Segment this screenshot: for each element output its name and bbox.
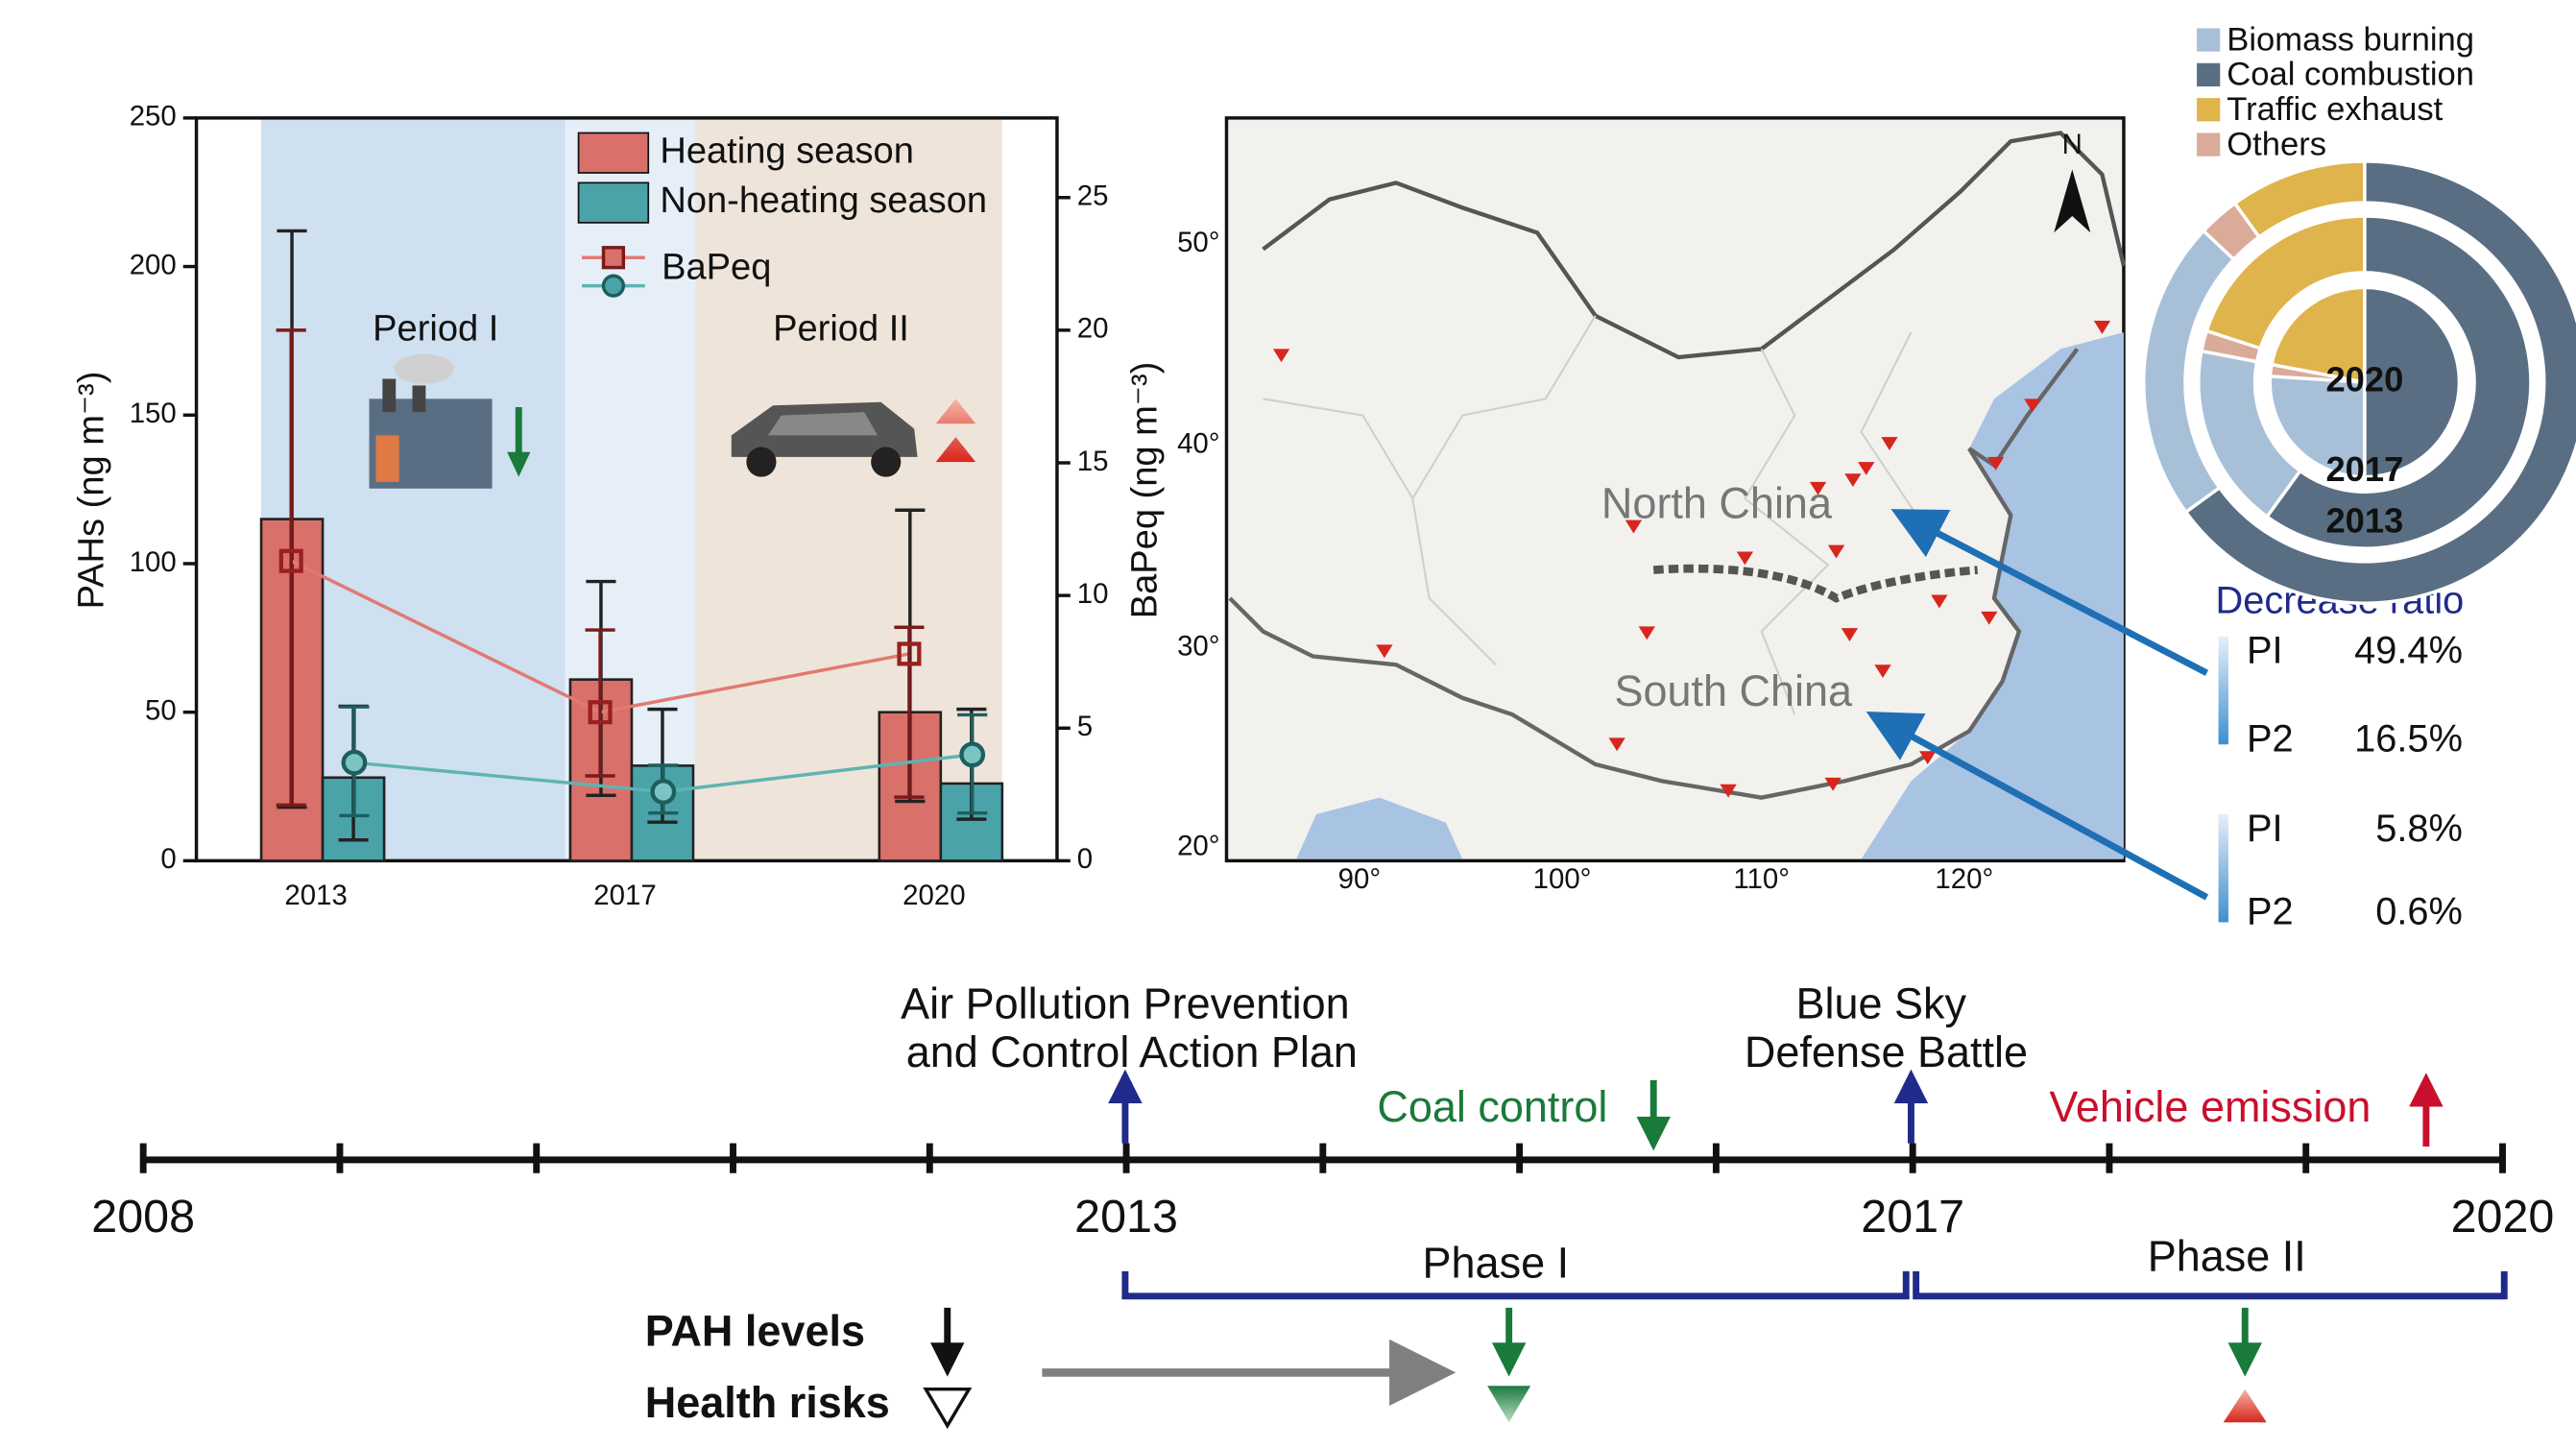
timeline-arrows xyxy=(923,1069,2508,1430)
event-label: Air Pollution Prevention xyxy=(901,979,1350,1028)
x-tick-label: 2017 xyxy=(593,880,656,911)
ratio-phase: P2 xyxy=(2247,890,2294,932)
ratio-arrow xyxy=(2218,636,2228,745)
marker xyxy=(341,749,368,776)
ratio-phase: PI xyxy=(2247,808,2283,850)
map-x-tick: 100° xyxy=(1533,863,1592,895)
timeline-year: 2008 xyxy=(91,1191,195,1243)
y-tick-label: 150 xyxy=(130,398,177,429)
legend-label: Non-heating season xyxy=(660,181,987,221)
y-tick-label: 100 xyxy=(130,546,177,578)
factory-icon xyxy=(369,353,493,489)
donut-segment xyxy=(2204,214,2367,350)
period-label: Period II xyxy=(773,308,909,349)
pointer-arrow xyxy=(1890,509,2209,676)
map-x-tick: 90° xyxy=(1338,863,1381,895)
region-label: South China xyxy=(1614,666,1853,715)
legend-marker xyxy=(601,274,626,298)
map-y-tick: 50° xyxy=(1177,227,1219,258)
y2-tick-label: 15 xyxy=(1077,446,1109,477)
legend-swatch xyxy=(577,181,650,224)
legend-marker xyxy=(601,246,626,270)
donut-segment xyxy=(2268,374,2367,479)
map-x-tick: 110° xyxy=(1733,863,1790,895)
legend-text: Health risks xyxy=(645,1378,890,1427)
map-y-tick: 30° xyxy=(1177,631,1219,663)
legend-label: Others xyxy=(2227,126,2326,162)
map-x-tick: 120° xyxy=(1935,863,1993,895)
ratio-arrow xyxy=(2218,813,2228,923)
ratio-value: 49.4% xyxy=(2354,630,2463,672)
legend-label: Heating season xyxy=(660,131,914,171)
donut-segment xyxy=(2232,159,2367,240)
y2-tick-label: 10 xyxy=(1077,578,1109,610)
timeline-year: 2013 xyxy=(1074,1191,1178,1243)
legend-label: Biomass burning xyxy=(2227,21,2474,58)
ratio-value: 0.6% xyxy=(2375,890,2463,932)
legend-text: PAH levels xyxy=(645,1306,865,1355)
marker xyxy=(278,548,303,573)
legend-label: BaPeq xyxy=(662,247,771,287)
timeline-year: 2020 xyxy=(2451,1191,2555,1243)
y-tick-label: 200 xyxy=(130,249,177,280)
x-tick-label: 2013 xyxy=(284,880,347,911)
north-label: N xyxy=(2062,129,2082,160)
map-y-tick: 40° xyxy=(1177,428,1219,460)
y-tick-label: 0 xyxy=(160,843,176,875)
up-triangles xyxy=(935,398,976,463)
legend-swatch xyxy=(2197,28,2221,52)
vehicle-label: Vehicle emission xyxy=(2049,1082,2371,1131)
phase-label: Phase II xyxy=(2148,1232,2306,1281)
ratio-phase: PI xyxy=(2247,630,2283,672)
legend-label: Traffic exhaust xyxy=(2227,91,2443,128)
y2-tick-label: 5 xyxy=(1077,711,1093,742)
legend-swatch xyxy=(2197,98,2221,122)
donut-segment xyxy=(2363,285,2462,479)
down-arrow xyxy=(507,451,531,477)
legend-swatch xyxy=(2197,62,2221,86)
legend-label: Coal combustion xyxy=(2227,57,2474,93)
car-icon xyxy=(731,401,918,477)
ratio-value: 5.8% xyxy=(2375,808,2463,850)
ratio-phase: P2 xyxy=(2247,717,2294,760)
donut-segment xyxy=(2264,214,2533,550)
y-tick-label: 250 xyxy=(130,101,177,133)
y2-tick-label: 0 xyxy=(1077,843,1093,875)
period-label: Period I xyxy=(373,308,498,349)
y2-tick-label: 20 xyxy=(1077,313,1109,345)
donut-segment xyxy=(2269,285,2367,385)
map-y-tick: 20° xyxy=(1177,830,1219,861)
ring-label: 2020 xyxy=(2325,360,2403,399)
y-label: PAHs (ng m⁻³) xyxy=(71,372,111,610)
ratio-value: 16.5% xyxy=(2354,717,2463,760)
legend-swatch xyxy=(577,132,650,174)
marker xyxy=(897,641,922,666)
period-bg xyxy=(694,117,1002,861)
y2-tick-label: 25 xyxy=(1077,181,1109,212)
event-label: and Control Action Plan xyxy=(906,1027,1358,1076)
donut-segment xyxy=(2183,159,2576,605)
event-label: Blue Sky xyxy=(1796,979,1967,1028)
marker xyxy=(650,779,677,805)
timeline-year: 2017 xyxy=(1861,1191,1964,1243)
marker xyxy=(588,700,613,725)
ring-label: 2013 xyxy=(2325,501,2403,541)
pointer-arrow xyxy=(1866,711,2209,901)
coal-label: Coal control xyxy=(1377,1082,1607,1131)
region-label: North China xyxy=(1601,479,1833,528)
y-tick-label: 50 xyxy=(145,694,177,726)
legend-swatch xyxy=(2197,133,2221,157)
event-label: Defense Battle xyxy=(1745,1027,2028,1076)
x-tick-label: 2020 xyxy=(903,880,965,911)
marker xyxy=(959,741,986,768)
y2-label: BaPeq (ng m⁻³) xyxy=(1124,362,1165,619)
phase-label: Phase I xyxy=(1423,1239,1570,1288)
ring-label: 2017 xyxy=(2325,449,2403,489)
